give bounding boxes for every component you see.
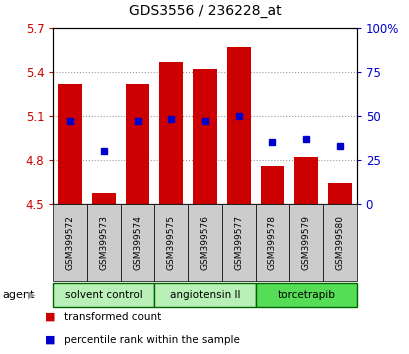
Text: GSM399580: GSM399580: [335, 215, 344, 270]
Bar: [327, 183, 351, 204]
Bar: [87, 204, 120, 281]
Text: GSM399577: GSM399577: [234, 215, 243, 270]
Bar: [154, 283, 255, 307]
Text: agent: agent: [2, 290, 34, 300]
Text: torcetrapib: torcetrapib: [276, 290, 334, 300]
Text: percentile rank within the sample: percentile rank within the sample: [63, 335, 239, 345]
Bar: [226, 47, 250, 204]
Text: GSM399572: GSM399572: [65, 215, 74, 270]
Text: transformed count: transformed count: [63, 312, 160, 322]
Text: GSM399576: GSM399576: [200, 215, 209, 270]
Bar: [53, 283, 154, 307]
Bar: [255, 283, 356, 307]
Text: GSM399574: GSM399574: [133, 215, 142, 270]
Text: solvent control: solvent control: [65, 290, 142, 300]
Text: GSM399579: GSM399579: [301, 215, 310, 270]
Bar: [221, 204, 255, 281]
Bar: [255, 204, 289, 281]
Text: ■: ■: [45, 335, 56, 345]
Bar: [53, 204, 87, 281]
Text: GSM399578: GSM399578: [267, 215, 276, 270]
Bar: [260, 166, 283, 204]
Text: GSM399575: GSM399575: [166, 215, 175, 270]
Text: ▶: ▶: [28, 290, 35, 300]
Bar: [193, 69, 216, 204]
Text: GDS3556 / 236228_at: GDS3556 / 236228_at: [128, 4, 281, 18]
Text: GSM399573: GSM399573: [99, 215, 108, 270]
Text: angiotensin II: angiotensin II: [169, 290, 240, 300]
Bar: [289, 204, 322, 281]
Text: ■: ■: [45, 312, 56, 322]
Bar: [294, 157, 317, 204]
Bar: [58, 84, 82, 204]
Bar: [120, 204, 154, 281]
Bar: [154, 204, 188, 281]
Bar: [188, 204, 221, 281]
Bar: [159, 62, 183, 204]
Bar: [322, 204, 356, 281]
Bar: [126, 84, 149, 204]
Bar: [92, 193, 115, 204]
